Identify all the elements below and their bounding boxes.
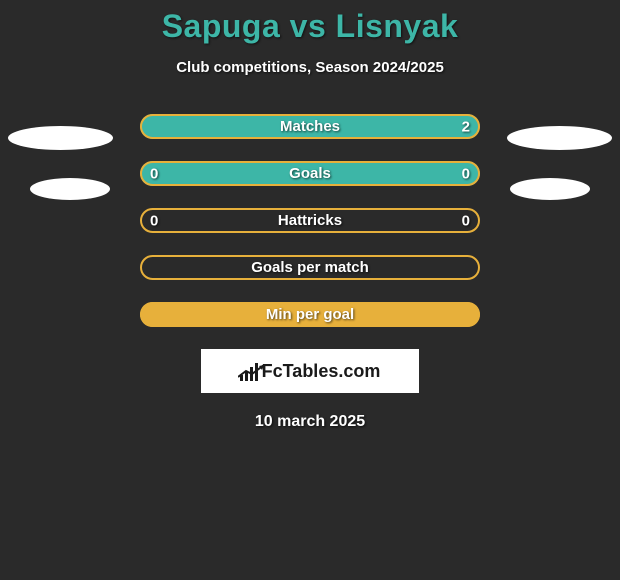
comparison-card: Sapuga vs Lisnyak Club competitions, Sea… (0, 0, 620, 431)
stat-label: Hattricks (278, 212, 342, 229)
stat-left-value: 0 (150, 165, 158, 182)
stat-label: Matches (280, 118, 340, 135)
date-label: 10 march 2025 (0, 413, 620, 431)
brand-text: FcTables.com (262, 361, 381, 382)
stat-row-min_per_goal: Min per goal (140, 302, 480, 327)
stat-row-goals_per_match: Goals per match (140, 255, 480, 280)
stat-right-value: 2 (462, 118, 470, 135)
left-player-avatar (8, 126, 113, 150)
brand-badge[interactable]: FcTables.com (201, 349, 419, 393)
page-title: Sapuga vs Lisnyak (0, 8, 620, 45)
stat-row-hattricks: 0 0 Hattricks (140, 208, 480, 233)
stat-label: Min per goal (266, 306, 354, 323)
stat-right-value: 0 (462, 165, 470, 182)
stat-right-value: 0 (462, 212, 470, 229)
subtitle: Club competitions, Season 2024/2025 (0, 59, 620, 76)
trend-line-icon (238, 365, 266, 379)
left-player-team-avatar (30, 178, 110, 200)
avatar-placeholder-icon (30, 178, 110, 200)
bar-chart-icon (240, 361, 258, 381)
stat-left-value: 0 (150, 212, 158, 229)
right-player-team-avatar (510, 178, 590, 200)
right-player-avatar (507, 126, 612, 150)
stat-label: Goals (289, 165, 331, 182)
stat-label: Goals per match (251, 259, 369, 276)
stats-list: 2 Matches 0 0 Goals 0 0 Hattricks Goals per matc… (140, 114, 480, 327)
stat-row-goals: 0 0 Goals (140, 161, 480, 186)
avatar-placeholder-icon (510, 178, 590, 200)
avatar-placeholder-icon (8, 126, 113, 150)
avatar-placeholder-icon (507, 126, 612, 150)
stat-row-matches: 2 Matches (140, 114, 480, 139)
